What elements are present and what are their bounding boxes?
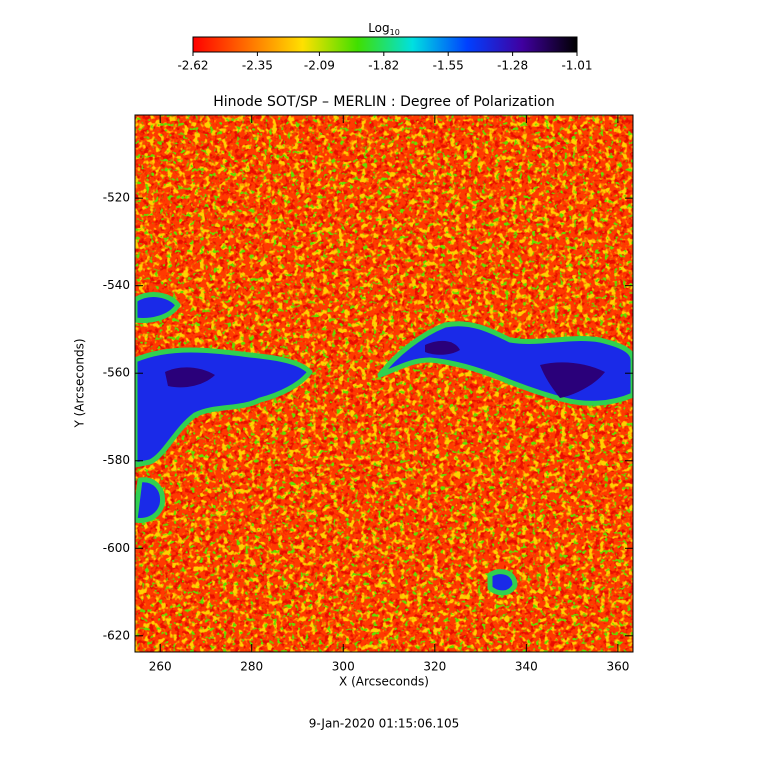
y-tick-label: -620 xyxy=(103,628,130,642)
y-tick-label: -600 xyxy=(103,541,130,555)
colorbar-tick-label: -2.35 xyxy=(242,59,273,73)
colorbar-tick-label: -1.82 xyxy=(368,59,399,73)
x-axis-label: X (Arcseconds) xyxy=(339,675,429,689)
x-tick-label: 260 xyxy=(149,660,172,674)
y-tick-label: -580 xyxy=(103,453,130,467)
x-tick-label: 280 xyxy=(240,660,263,674)
colorbar-label: Log10 xyxy=(368,21,400,37)
y-tick-label: -540 xyxy=(103,278,130,292)
plot-frame xyxy=(134,114,634,653)
colorbar-label-main: Log xyxy=(368,21,389,35)
x-tick-label: 340 xyxy=(515,660,538,674)
x-tick-label: 360 xyxy=(606,660,629,674)
footer-date: 9-Jan-2020 01:15:06.105 xyxy=(309,717,459,731)
x-tick-label: 300 xyxy=(332,660,355,674)
image xyxy=(135,115,633,652)
chart-title: Hinode SOT/SP – MERLIN : Degree of Polar… xyxy=(213,94,555,110)
colorbar-tick-label: -2.62 xyxy=(177,59,208,73)
y-tick-label: -560 xyxy=(103,366,130,380)
colorbar-tick-label: -2.09 xyxy=(304,59,335,73)
colorbar-tick-label: -1.01 xyxy=(561,59,592,73)
strongest-field-regions xyxy=(165,340,605,398)
colorbar-tick-label: -1.28 xyxy=(497,59,528,73)
colorbar-tick-label: -1.55 xyxy=(433,59,464,73)
colorbar xyxy=(192,36,578,53)
y-axis-label: Y (Arcseconds) xyxy=(73,338,87,428)
y-tick-label: -520 xyxy=(103,191,130,205)
x-tick-label: 320 xyxy=(423,660,446,674)
colorbar-label-subscript: 10 xyxy=(390,28,400,37)
